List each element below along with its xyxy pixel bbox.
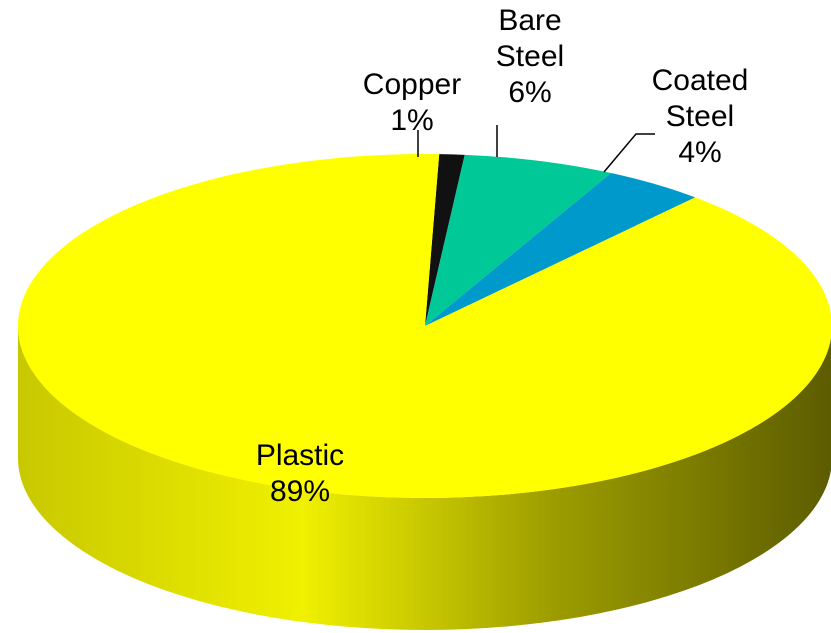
pie-top bbox=[18, 154, 831, 498]
slice-labels: Copper 1%Bare Steel 6% Coated Steel 4%Plastic 8… bbox=[256, 4, 749, 508]
slice-label-line: Coated bbox=[652, 64, 749, 97]
slice-label-line: 89% bbox=[270, 475, 330, 508]
leader-lines bbox=[417, 125, 655, 173]
slice-label-line: 4% bbox=[678, 136, 721, 169]
slice-label-line: Bare bbox=[498, 4, 561, 37]
slice-label-line: Copper bbox=[363, 68, 461, 101]
slice-label-coated-steel: Coated Steel 4% bbox=[652, 64, 749, 169]
pie-slice-copper bbox=[425, 154, 465, 326]
slice-label-copper: Copper 1% bbox=[363, 68, 461, 137]
pie-slice-bare-steel bbox=[425, 154, 612, 326]
leader-line-coated-steel bbox=[603, 133, 655, 173]
pie-side-plastic bbox=[18, 326, 831, 630]
pie-side-wall bbox=[18, 326, 831, 630]
pie-slice-coated-steel bbox=[425, 173, 696, 326]
slice-label-line: Plastic bbox=[256, 439, 344, 472]
slice-label-plastic: Plastic 89% bbox=[256, 439, 344, 508]
pie-slice-plastic bbox=[18, 154, 831, 498]
slice-label-line: Steel bbox=[496, 40, 564, 73]
slice-label-line: 6% bbox=[508, 76, 551, 109]
slice-label-line: 1% bbox=[390, 104, 433, 137]
slice-label-bare-steel: Bare Steel 6% bbox=[496, 4, 564, 109]
slice-label-line: Steel bbox=[666, 100, 734, 133]
